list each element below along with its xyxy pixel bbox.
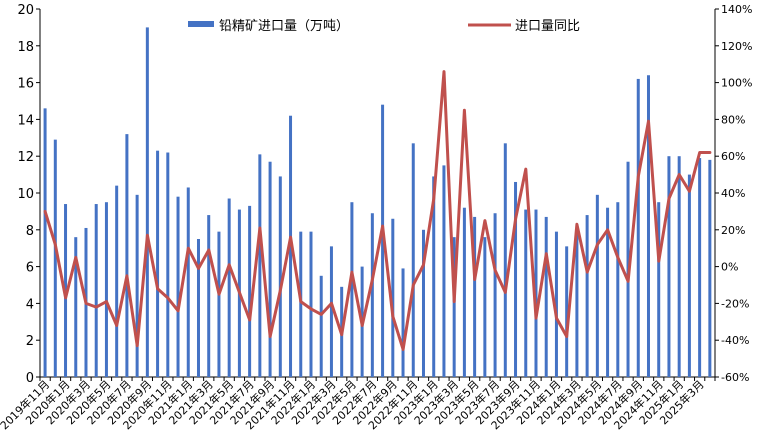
bar <box>462 207 466 377</box>
bar <box>125 134 129 377</box>
bar <box>473 216 477 377</box>
bar <box>186 187 190 377</box>
bar <box>432 176 436 377</box>
bar <box>565 246 569 377</box>
legend-label-line: 进口量同比 <box>515 19 580 34</box>
bar <box>268 161 272 377</box>
bar <box>278 176 282 377</box>
bar <box>299 231 303 377</box>
bar <box>350 202 354 377</box>
legend: 铅精矿进口量（万吨） 进口量同比 <box>188 19 580 34</box>
y-tick-label-left: 10 <box>17 187 34 202</box>
bar <box>534 209 538 377</box>
y-tick-label-left: 2 <box>26 334 34 349</box>
legend-label-bar: 铅精矿进口量（万吨） <box>219 19 349 34</box>
bar <box>104 202 108 377</box>
bar <box>53 139 57 377</box>
bar <box>606 207 610 377</box>
bar <box>554 231 558 377</box>
bar <box>585 215 589 377</box>
bar <box>544 216 548 377</box>
y-tick-label-right: 100% <box>721 77 752 90</box>
bar <box>166 152 170 377</box>
bar <box>575 229 579 377</box>
bar <box>94 204 98 377</box>
bar <box>698 158 702 377</box>
bar <box>442 165 446 377</box>
bar <box>401 268 405 377</box>
y-tick-label-left: 0 <box>26 371 34 386</box>
bar <box>667 156 671 377</box>
line-series <box>43 70 712 351</box>
bar <box>493 213 497 377</box>
bar <box>514 181 518 377</box>
bar <box>452 237 456 377</box>
y-tick-label-left: 8 <box>26 224 34 239</box>
bar <box>503 143 507 377</box>
y-tick-label-left: 12 <box>17 150 34 165</box>
bar <box>309 231 313 377</box>
y-tick-label-right: 0% <box>721 261 738 274</box>
bar <box>708 159 712 377</box>
bar <box>176 196 180 377</box>
bar <box>524 209 528 377</box>
bar <box>217 231 221 377</box>
y-tick-label-left: 6 <box>26 261 34 276</box>
bar <box>227 198 231 377</box>
bar <box>421 229 425 377</box>
y-tick-label-right: 140% <box>721 3 752 16</box>
legend-swatch-bar <box>188 21 214 27</box>
y-tick-label-left: 14 <box>17 113 34 128</box>
bar <box>370 213 374 377</box>
bar <box>646 75 650 378</box>
bar <box>636 78 640 378</box>
bar <box>687 174 691 377</box>
bar <box>411 143 415 377</box>
y-tick-label-right: 40% <box>721 187 745 200</box>
bar <box>43 108 47 378</box>
bar <box>196 239 200 377</box>
y-tick-label-right: -20% <box>721 297 749 310</box>
y-tick-label-right: -60% <box>721 371 749 384</box>
bar-series <box>43 27 712 378</box>
bar <box>207 215 211 377</box>
y-tick-label-right: 60% <box>721 150 745 163</box>
y-tick-label-right: 20% <box>721 224 745 237</box>
bar <box>381 104 385 378</box>
y-tick-label-left: 16 <box>17 77 34 92</box>
bar <box>74 237 78 377</box>
bar <box>156 150 160 377</box>
y-tick-label-right: -40% <box>721 334 749 347</box>
bar <box>616 202 620 377</box>
bar <box>391 218 395 377</box>
y-tick-label-right: 80% <box>721 113 745 126</box>
y-tick-label-left: 4 <box>26 297 34 312</box>
bar <box>145 27 149 378</box>
bar <box>248 205 252 377</box>
bar <box>319 275 323 377</box>
y-tick-label-right: 120% <box>721 40 752 53</box>
bar <box>329 246 333 377</box>
bar <box>677 156 681 377</box>
bar <box>483 237 487 377</box>
bar <box>115 185 119 377</box>
y-tick-label-left: 20 <box>17 3 34 18</box>
bar <box>595 194 599 377</box>
bar <box>258 154 262 377</box>
bar <box>135 194 139 377</box>
y-tick-label-left: 18 <box>17 40 34 55</box>
yoy-line <box>43 70 712 351</box>
bar <box>657 202 661 377</box>
